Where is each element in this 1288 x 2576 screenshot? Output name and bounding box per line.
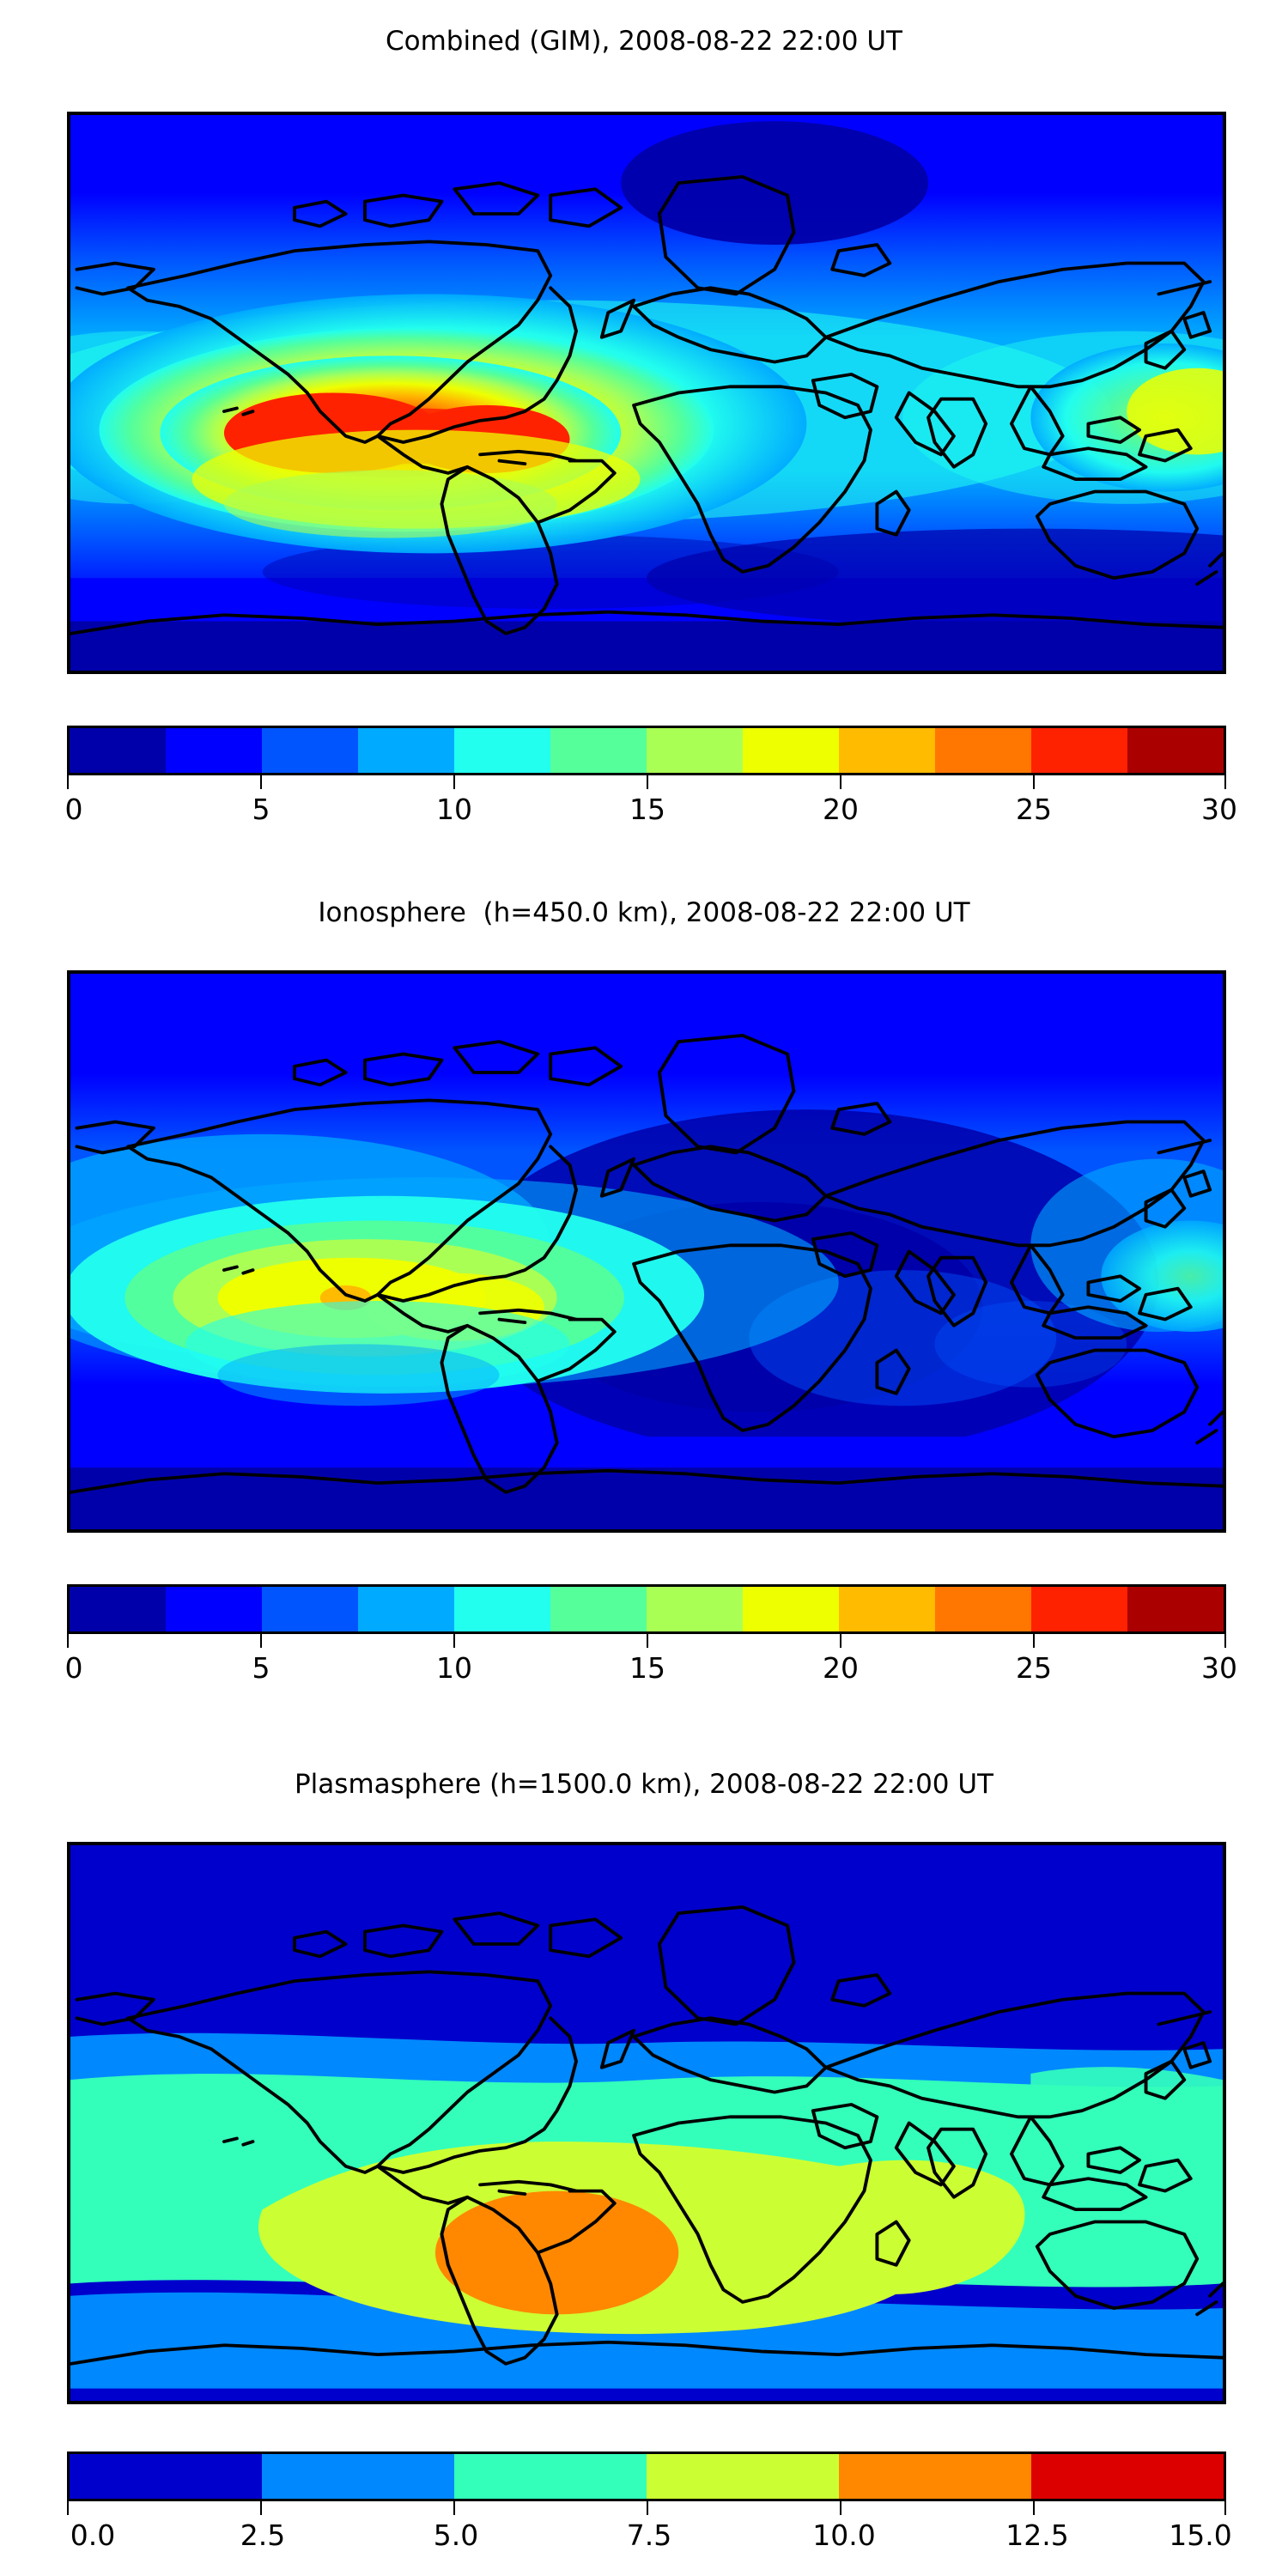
contour-field-combined — [70, 115, 1223, 671]
colorbar-combined-labels: 0 5 10 15 20 25 30 — [64, 791, 1238, 829]
colorbar-segment — [262, 1587, 358, 1631]
colorbar-tick-label: 20 — [823, 793, 859, 826]
colorbar-combined-gradient — [67, 726, 1226, 775]
map-canvas-plasmasphere — [70, 1845, 1223, 2401]
colorbar-tick-label: 7.5 — [626, 2518, 672, 2552]
colorbar-segment — [839, 728, 935, 773]
map-canvas-ionosphere — [70, 974, 1223, 1529]
colorbar-tick-label: 20 — [823, 1651, 859, 1685]
map-canvas-combined — [70, 115, 1223, 671]
colorbar-ionosphere-gradient — [67, 1584, 1226, 1634]
colorbar-segment — [70, 2454, 262, 2499]
colorbar-tick-label: 15.0 — [1169, 2518, 1232, 2552]
colorbar-segment — [1031, 1587, 1127, 1631]
colorbar-tick-label: 5.0 — [433, 2518, 479, 2552]
colorbar-tick-label: 10 — [436, 793, 472, 826]
colorbar-tick-label: 15 — [629, 793, 665, 826]
colorbar-segment — [454, 2454, 647, 2499]
panel-title-combined: Combined (GIM), 2008-08-22 22:00 UT — [386, 26, 902, 57]
colorbar-segment — [647, 728, 743, 773]
colorbar-segment — [358, 1587, 454, 1631]
coastlines — [70, 1034, 1223, 1494]
colorbar-plasmasphere-ticks — [67, 2501, 1226, 2515]
colorbar-segment — [647, 1587, 743, 1631]
colorbar-segment — [70, 728, 166, 773]
colorbar-tick-label: 25 — [1016, 1651, 1052, 1685]
colorbar-segment — [839, 1587, 935, 1631]
contour-field-ionosphere — [70, 974, 1223, 1529]
colorbar-ionosphere: 0 5 10 15 20 25 30 — [64, 1584, 1238, 1713]
colorbar-segment — [1127, 1587, 1224, 1631]
colorbar-segment — [647, 2454, 839, 2499]
colorbar-combined-ticks — [67, 775, 1226, 789]
colorbar-segment — [1031, 2454, 1224, 2499]
colorbar-tick-label: 0 — [64, 793, 83, 826]
colorbar-segment — [743, 728, 839, 773]
colorbar-tick-label: 30 — [1201, 1651, 1237, 1685]
colorbar-tick-label: 12.5 — [1005, 2518, 1069, 2552]
contour-field-plasmasphere — [70, 1845, 1223, 2401]
panel-plasmasphere: Plasmasphere (h=1500.0 km), 2008-08-22 2… — [0, 1752, 1288, 2576]
panel-ionosphere: Ionosphere (h=450.0 km), 2008-08-22 22:0… — [0, 876, 1288, 1752]
colorbar-segment — [935, 1587, 1031, 1631]
colorbar-segment — [262, 728, 358, 773]
map-combined — [67, 112, 1226, 674]
map-ionosphere — [67, 970, 1226, 1533]
colorbar-segment — [262, 2454, 454, 2499]
colorbar-tick-label: 2.5 — [240, 2518, 286, 2552]
colorbar-segment — [166, 728, 262, 773]
panel-combined: Combined (GIM), 2008-08-22 22:00 UT — [0, 0, 1288, 876]
colorbar-segment — [1127, 728, 1224, 773]
colorbar-segment — [70, 1587, 166, 1631]
colorbar-segment — [550, 1587, 647, 1631]
colorbar-plasmasphere-labels: 0.0 2.5 5.0 7.5 10.0 12.5 15.0 — [67, 2517, 1232, 2555]
colorbar-segment — [743, 1587, 839, 1631]
colorbar-tick-label: 0.0 — [70, 2518, 116, 2552]
colorbar-segment — [935, 728, 1031, 773]
panel-title-plasmasphere: Plasmasphere (h=1500.0 km), 2008-08-22 2… — [294, 1769, 993, 1800]
colorbar-tick-label: 5 — [252, 793, 270, 826]
map-plasmasphere — [67, 1842, 1226, 2404]
colorbar-tick-label: 25 — [1016, 793, 1052, 826]
colorbar-ionosphere-ticks — [67, 1634, 1226, 1648]
colorbar-tick-label: 10.0 — [812, 2518, 876, 2552]
colorbar-segment — [454, 1587, 550, 1631]
colorbar-plasmasphere-gradient — [67, 2451, 1226, 2501]
colorbar-segment — [1031, 728, 1127, 773]
colorbar-plasmasphere: 0.0 2.5 5.0 7.5 10.0 12.5 15.0 — [67, 2451, 1232, 2576]
colorbar-tick-label: 0 — [64, 1651, 83, 1685]
colorbar-tick-label: 5 — [252, 1651, 270, 1685]
coastlines — [70, 175, 1223, 635]
colorbar-segment — [839, 2454, 1031, 2499]
colorbar-segment — [358, 728, 454, 773]
colorbar-tick-label: 15 — [629, 1651, 665, 1685]
panel-title-ionosphere: Ionosphere (h=450.0 km), 2008-08-22 22:0… — [318, 897, 970, 928]
colorbar-tick-label: 10 — [436, 1651, 472, 1685]
colorbar-ionosphere-labels: 0 5 10 15 20 25 30 — [64, 1649, 1238, 1687]
colorbar-segment — [454, 728, 550, 773]
colorbar-combined: 0 5 10 15 20 25 30 — [64, 726, 1238, 854]
colorbar-segment — [166, 1587, 262, 1631]
colorbar-segment — [550, 728, 647, 773]
coastlines — [70, 1905, 1223, 2366]
colorbar-tick-label: 30 — [1201, 793, 1237, 826]
